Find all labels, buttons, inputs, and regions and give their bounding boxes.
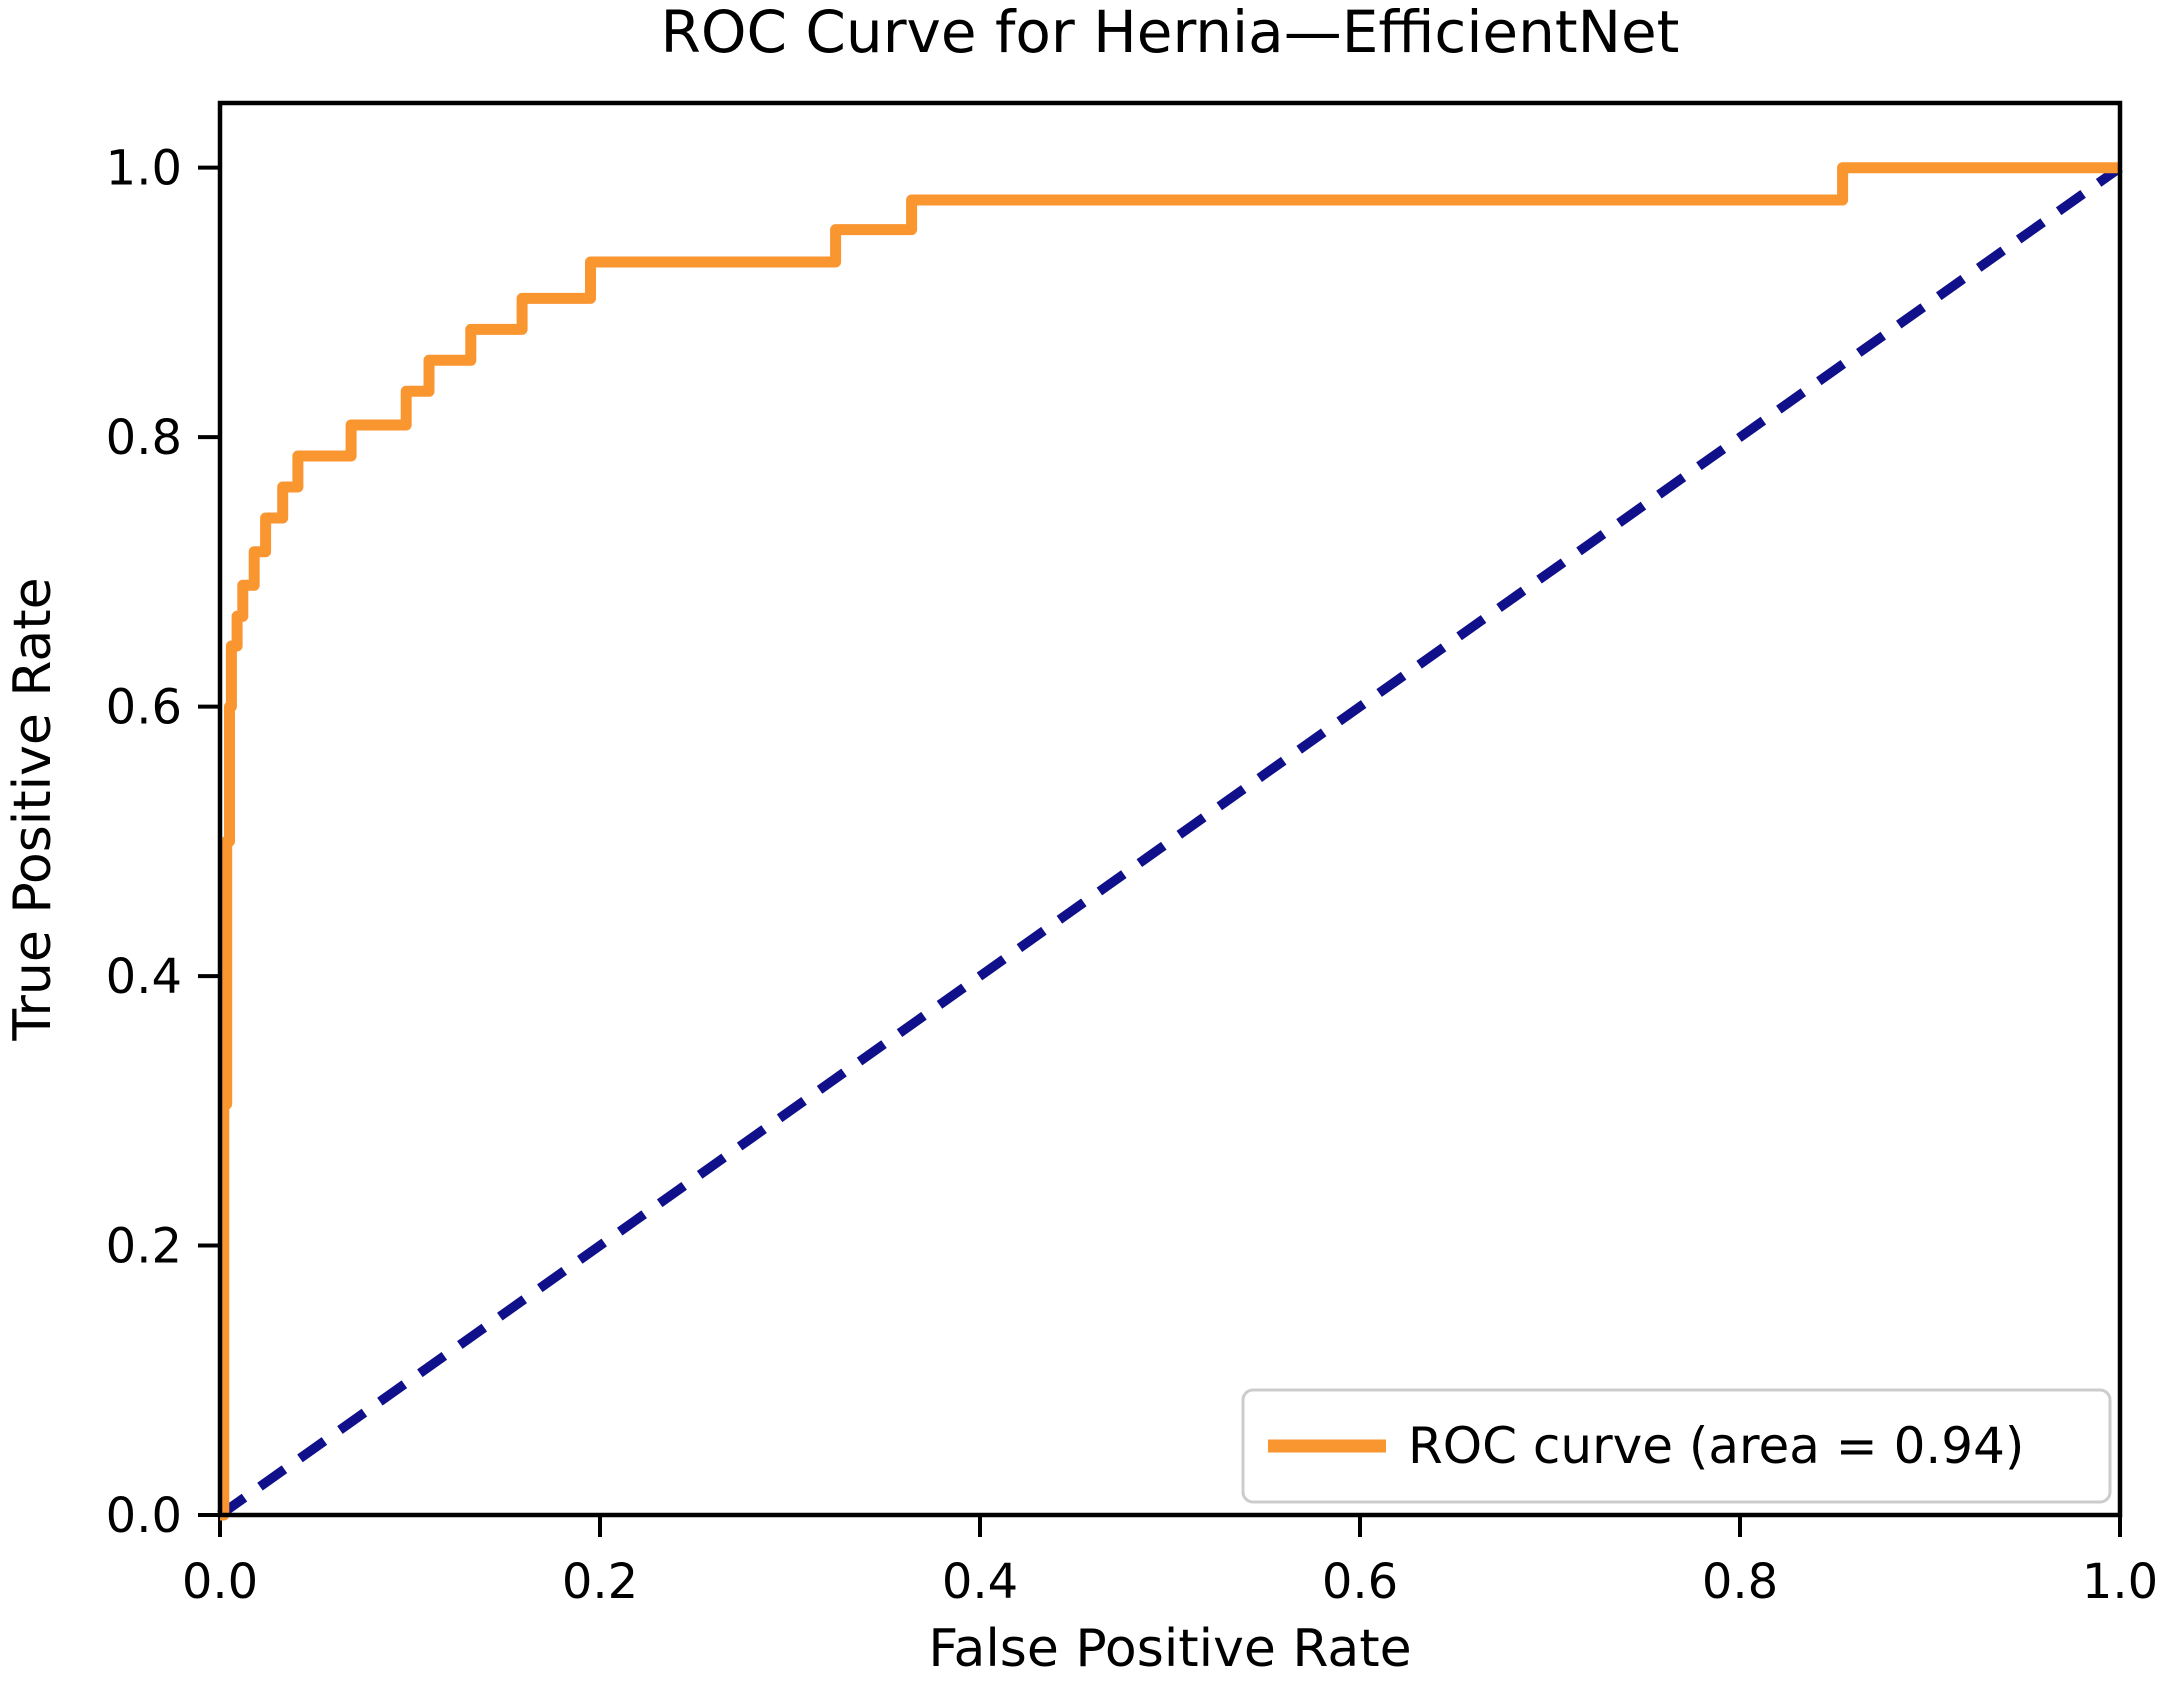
x-tick-label: 0.4	[942, 1554, 1018, 1610]
x-tick-label: 0.0	[182, 1554, 258, 1610]
roc-curve-line	[218, 162, 2120, 1521]
chart-title: ROC Curve for Hernia—EfficientNet	[661, 0, 1680, 66]
x-axis-ticks: 0.0 0.2 0.4 0.6 0.8 1.0	[182, 1515, 2158, 1610]
legend-roc-label: ROC curve (area = 0.94)	[1408, 1417, 2024, 1475]
y-tick-label: 0.2	[106, 1219, 182, 1275]
y-tick-label: 0.6	[106, 680, 182, 736]
y-tick-label: 0.0	[106, 1488, 182, 1544]
y-tick-label: 0.4	[106, 949, 182, 1005]
y-axis-label: True Positive Rate	[3, 577, 63, 1041]
x-tick-label: 0.8	[1702, 1554, 1778, 1610]
x-tick-label: 0.2	[562, 1554, 638, 1610]
plot-border	[217, 100, 2123, 1518]
y-axis-ticks: 0.0 0.2 0.4 0.6 0.8 1.0	[106, 141, 220, 1544]
legend: ROC curve (area = 0.94)	[1241, 1388, 2112, 1504]
y-tick-label: 0.8	[106, 410, 182, 466]
x-axis-label: False Positive Rate	[928, 1619, 1411, 1679]
x-tick-label: 0.6	[1322, 1554, 1398, 1610]
y-tick-label: 1.0	[106, 141, 182, 197]
legend-box	[1241, 1388, 2112, 1504]
plot-area	[220, 103, 2120, 1515]
x-tick-label: 1.0	[2082, 1554, 2158, 1610]
